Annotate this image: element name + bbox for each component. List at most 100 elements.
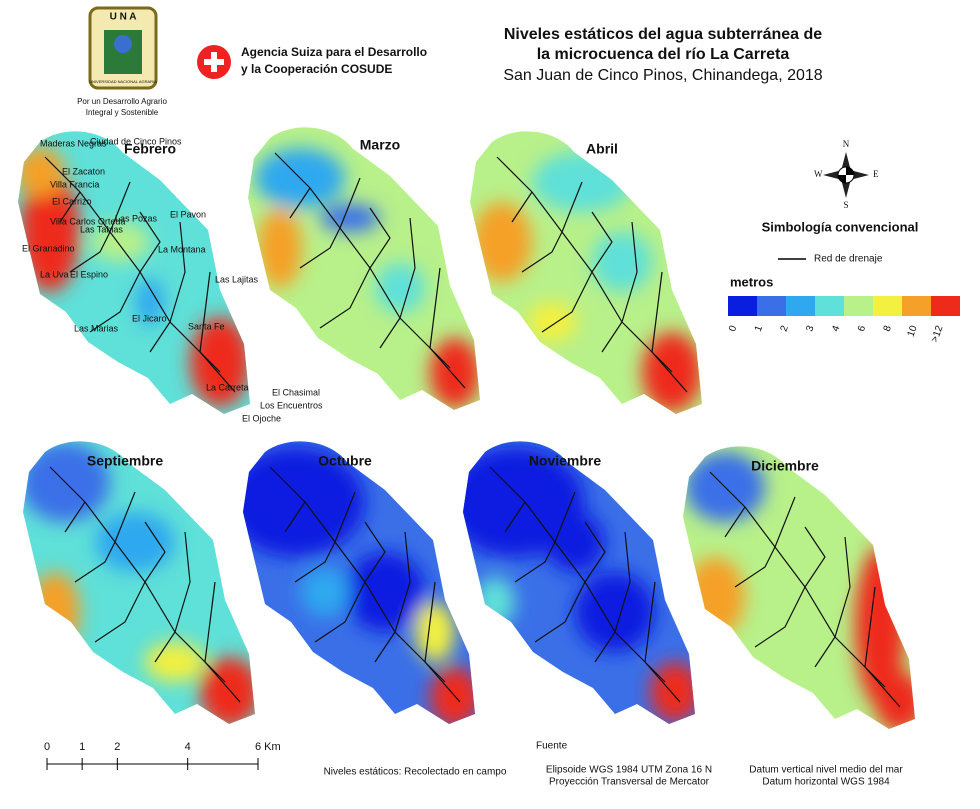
- legend-label: 8: [882, 324, 894, 333]
- place-name: La Uva: [40, 269, 69, 279]
- drainage: [534, 581, 586, 643]
- drainage: [511, 191, 533, 223]
- title: la microcuenca del río La Carreta: [537, 46, 790, 63]
- legend-swatch: [844, 296, 873, 316]
- legend-title: Simbología convencional: [762, 219, 919, 234]
- level-zone: [95, 512, 175, 572]
- legend-label: 10: [906, 324, 920, 339]
- compass-n: N: [843, 139, 850, 149]
- drainage: [424, 661, 446, 683]
- drainage: [591, 211, 613, 273]
- level-zone: [200, 657, 255, 724]
- drainage: [139, 211, 161, 273]
- place-name: Villa Carlos Orteda: [50, 216, 125, 226]
- month-label: Marzo: [360, 137, 400, 153]
- title: Niveles estáticos del agua subterránea d…: [504, 26, 822, 43]
- compass-e: E: [873, 169, 879, 179]
- level-zone: [545, 512, 605, 572]
- level-zone: [650, 662, 695, 722]
- level-zone: [472, 202, 532, 282]
- drainage: [334, 491, 356, 543]
- drainage: [204, 581, 216, 663]
- month-label: Diciembre: [751, 458, 819, 474]
- place-name: Ciudad de Cinco Pinos: [90, 136, 182, 146]
- legend: Simbología convencional Red de drenaje m…: [727, 219, 960, 344]
- drainage: [339, 177, 361, 229]
- drainage: [144, 521, 166, 583]
- drainage: [724, 506, 746, 538]
- drainage: [289, 187, 311, 219]
- drainage: [69, 231, 111, 273]
- compass: N S E W: [814, 139, 879, 210]
- level-blobs: [18, 147, 250, 407]
- place-name: Las Tablas: [80, 224, 123, 234]
- place-name: El Pavon: [170, 209, 206, 219]
- watershed-map: Abril: [470, 131, 702, 414]
- una-motto: Integral y Sostenible: [86, 108, 159, 117]
- drainage: [614, 531, 631, 633]
- level-zone: [475, 577, 515, 627]
- drainage: [394, 531, 411, 633]
- legend-swatch: [757, 296, 786, 316]
- legend-swatch: [728, 296, 757, 316]
- place-name: El Carrizo: [52, 196, 92, 206]
- drainage: [64, 501, 86, 533]
- watershed-map: Noviembre: [463, 441, 695, 724]
- una-motto: Por un Desarrollo Agrario: [77, 97, 167, 106]
- drainage: [89, 271, 141, 333]
- drainage: [594, 631, 616, 663]
- drainage: [601, 321, 623, 353]
- level-zone: [770, 537, 840, 597]
- drainage: [584, 521, 606, 583]
- compass-w: W: [814, 169, 823, 179]
- maps: Febrero Marzo Abril Septiembre Octubre Noviem…: [18, 127, 915, 729]
- drainage-label: Red de drenaje: [814, 254, 883, 265]
- month-label: Febrero: [124, 141, 176, 157]
- drainage: [734, 546, 776, 588]
- subtitle: San Juan de Cinco Pinos, Chinandega, 201…: [503, 67, 822, 84]
- drainage: [94, 581, 146, 643]
- place-name: Los Encuentros: [260, 400, 323, 410]
- cosude-text: Agencia Suiza para el Desarrollo: [241, 45, 427, 59]
- place-name: La Carreta: [206, 382, 249, 392]
- watershed-map: Marzo: [248, 127, 480, 410]
- note: Elipsoide WGS 1984 UTM Zona 16 N: [546, 765, 712, 776]
- place-name: Las Lajitas: [215, 274, 259, 284]
- drainage: [864, 666, 886, 688]
- month-label: Noviembre: [529, 453, 602, 469]
- drainage: [154, 631, 176, 663]
- legend-label: 2: [779, 324, 791, 333]
- drainage: [804, 526, 826, 588]
- cosude-text: y la Cooperación COSUDE: [241, 62, 392, 76]
- level-zone: [90, 222, 150, 262]
- level-zone: [875, 672, 915, 729]
- drainage: [379, 317, 401, 349]
- drainage: [621, 221, 638, 323]
- drainage: [651, 351, 673, 373]
- drainage: [374, 631, 396, 663]
- drainage: [299, 227, 341, 269]
- level-surface: [463, 441, 695, 724]
- drainage: [364, 521, 386, 583]
- drainage: [774, 496, 796, 548]
- drainage: [554, 491, 576, 543]
- watershed-map: Octubre: [243, 441, 475, 724]
- level-blobs: [463, 447, 695, 722]
- drainage: [319, 267, 371, 329]
- cosude-logo: Agencia Suiza para el Desarrollo y la Co…: [197, 45, 427, 79]
- place-name: El Jicaro: [132, 313, 167, 323]
- note: Datum horizontal WGS 1984: [762, 777, 890, 788]
- level-zone: [685, 557, 745, 637]
- drainage: [814, 636, 836, 668]
- legend-label: 0: [727, 324, 739, 333]
- legend-swatch: [786, 296, 815, 316]
- legend-label: >12: [929, 324, 945, 344]
- una-logo: U N A UNIVERSIDAD NACIONAL AGRARIA Por u…: [77, 6, 167, 117]
- level-zone: [136, 278, 164, 326]
- level-zone: [345, 552, 425, 632]
- legend-swatch: [815, 296, 844, 316]
- scale-label: 2: [114, 741, 120, 753]
- level-blobs: [255, 148, 480, 408]
